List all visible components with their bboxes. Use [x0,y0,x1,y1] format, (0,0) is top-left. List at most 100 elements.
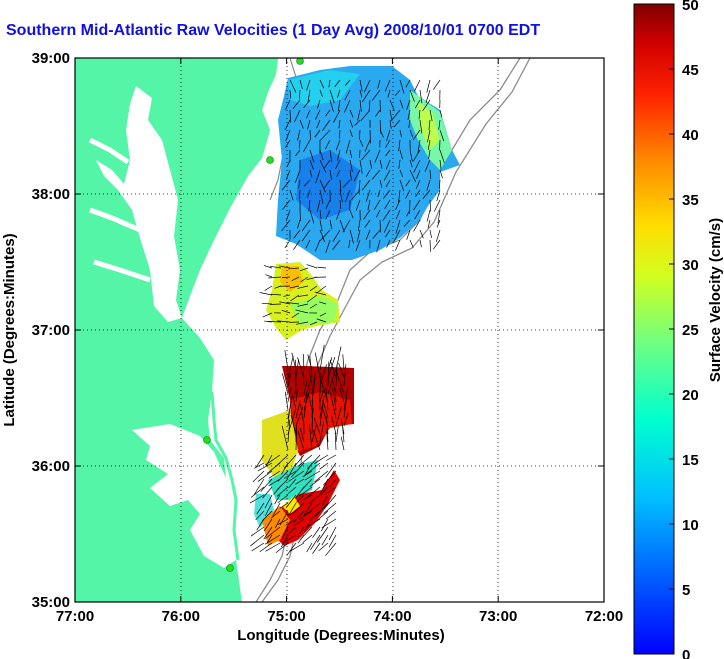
velocity-vector [424,159,431,172]
velocity-vector [409,159,413,168]
velocity-vector [319,149,324,161]
velocity-vector [283,454,297,469]
velocity-vector [407,109,411,120]
velocity-vector [306,109,311,119]
land-delmarva [160,58,278,318]
chesapeake-bay [96,86,182,322]
velocity-vector [292,394,297,411]
velocity-vector [285,99,291,111]
velocity-vector [294,502,305,512]
y-axis: 39:00 38:00 37:00 36:00 35:00 [32,50,604,611]
velocity-vector [395,209,401,220]
velocity-vector [281,309,291,314]
velocity-vector [276,454,289,466]
velocity-vector [439,109,443,118]
velocity-vector [319,209,322,219]
radar-station [296,58,304,65]
velocity-vector [384,79,391,92]
chart-title: Southern Mid-Atlantic Raw Velocities (1 … [6,22,541,39]
velocity-vector [295,425,298,451]
velocity-vector [287,510,297,517]
velocity-vector [325,510,337,520]
velocity-vector [382,209,391,221]
velocity-vector [319,179,326,193]
velocity-vector [319,386,325,403]
velocity-vector [335,139,341,151]
velocity-vector [359,99,362,112]
velocity-vector [298,486,313,497]
velocity-vector [389,119,392,129]
velocity-vector [281,425,289,451]
velocity-vector [389,99,395,111]
velocity-vector [372,229,381,239]
velocity-vector [277,494,289,504]
velocity-vector [288,526,297,534]
velocity-vector [349,119,354,128]
velocity-vector [291,312,300,318]
velocity-vector [412,129,421,141]
velocity-vector [291,462,305,478]
velocity-vector [337,149,341,161]
velocity-vector [304,518,313,532]
velocity-vector [295,149,301,157]
velocity-vector [349,109,354,118]
velocity-vector [323,179,331,190]
velocity-vector [379,159,383,169]
velocity-vector [321,534,329,546]
velocity-vector [349,209,354,219]
velocity-vector [327,356,336,379]
velocity-vector [439,169,443,179]
velocity-vector [295,309,309,314]
velocity-vector [436,219,441,228]
velocity-vector [284,350,289,371]
velocity-vector [439,149,445,163]
velocity-vector [413,199,421,211]
velocity-vector [414,209,421,220]
velocity-vector [328,79,331,88]
velocity-vector [304,470,321,481]
velocity-vector [329,99,334,112]
bay-tributary-3 [93,259,151,283]
velocity-vector [287,387,291,403]
velocity-vector [332,239,341,250]
velocity-vector [294,373,297,395]
velocity-vector [311,371,316,395]
colorbar-tick-label: 15 [682,452,699,469]
velocity-vector [320,486,329,496]
velocity-vector [250,534,265,547]
velocity-vector [358,219,361,231]
velocity-vector [279,301,291,305]
velocity-vector [355,239,361,252]
velocity-vector [299,139,301,149]
velocity-vector [409,129,414,138]
velocity-vector [286,302,300,305]
velocity-vector [259,542,273,553]
velocity-vector [297,357,305,379]
velocity-vector [319,219,323,232]
velocity-vector [262,510,273,521]
x-axis: 77:00 76:00 75:00 74:00 73:00 72:00 [56,58,623,625]
radar-station [226,564,234,572]
velocity-vector [427,129,431,143]
velocity-vector [259,292,273,296]
velocity-vector [297,294,309,297]
plot-grid [75,58,604,602]
velocity-vector [318,542,329,552]
velocity-vector [319,421,325,443]
velocity-vector [285,494,297,508]
velocity-vector [297,526,305,537]
velocity-vector [393,229,401,243]
velocity-vector [339,189,343,203]
velocity-vector [277,470,289,482]
velocity-vector [334,432,337,451]
velocity-vector [297,430,305,451]
velocity-vector [275,542,289,554]
velocity-vector [288,478,297,489]
velocity-vector [257,470,273,482]
velocity-vector [319,301,327,305]
velocity-vector [262,312,273,318]
velocity-vector [316,526,329,543]
velocity-vector [333,109,341,123]
velocity-vector [308,494,321,505]
velocity-vector [342,179,351,188]
